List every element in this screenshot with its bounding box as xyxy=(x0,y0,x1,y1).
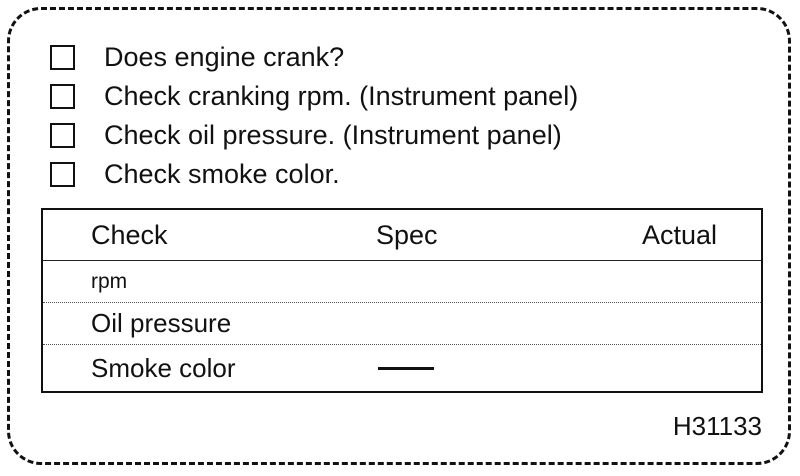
checkbox-smoke-color[interactable] xyxy=(50,162,75,187)
row-check-label: Oil pressure xyxy=(91,308,232,338)
figure-id: H31133 xyxy=(672,411,762,441)
spec-table: Check Spec Actual rpm Oil pressure Smoke… xyxy=(41,208,763,393)
checkbox-engine-crank[interactable] xyxy=(50,45,75,70)
inspection-card: Does engine crank? Check cranking rpm. (… xyxy=(7,7,791,465)
checklist-item-engine-crank: Does engine crank? xyxy=(50,38,578,77)
table-row-rpm: rpm xyxy=(43,261,761,303)
table-row-smoke-color: Smoke color xyxy=(43,345,761,391)
checkbox-oil-pressure[interactable] xyxy=(50,123,75,148)
header-check: Check xyxy=(91,219,168,250)
row-check-label: rpm xyxy=(91,269,128,293)
header-actual: Actual xyxy=(641,219,717,250)
checklist-item-oil-pressure: Check oil pressure. (Instrument panel) xyxy=(50,116,578,155)
checklist-item-label: Check smoke color. xyxy=(104,159,340,189)
header-spec: Spec xyxy=(376,219,438,250)
checklist-item-label: Check oil pressure. (Instrument panel) xyxy=(104,120,562,150)
checkbox-cranking-rpm[interactable] xyxy=(50,84,75,109)
table-header-row: Check Spec Actual xyxy=(43,210,761,261)
checklist-item-label: Does engine crank? xyxy=(104,42,345,72)
checklist-item-label: Check cranking rpm. (Instrument panel) xyxy=(104,81,579,111)
spec-not-applicable-dash xyxy=(378,367,434,370)
checklist-item-cranking-rpm: Check cranking rpm. (Instrument panel) xyxy=(50,77,578,116)
row-check-label: Smoke color xyxy=(91,352,236,383)
table-row-oil-pressure: Oil pressure xyxy=(43,303,761,345)
checklist: Does engine crank? Check cranking rpm. (… xyxy=(50,38,578,194)
checklist-item-smoke-color: Check smoke color. xyxy=(50,155,578,194)
